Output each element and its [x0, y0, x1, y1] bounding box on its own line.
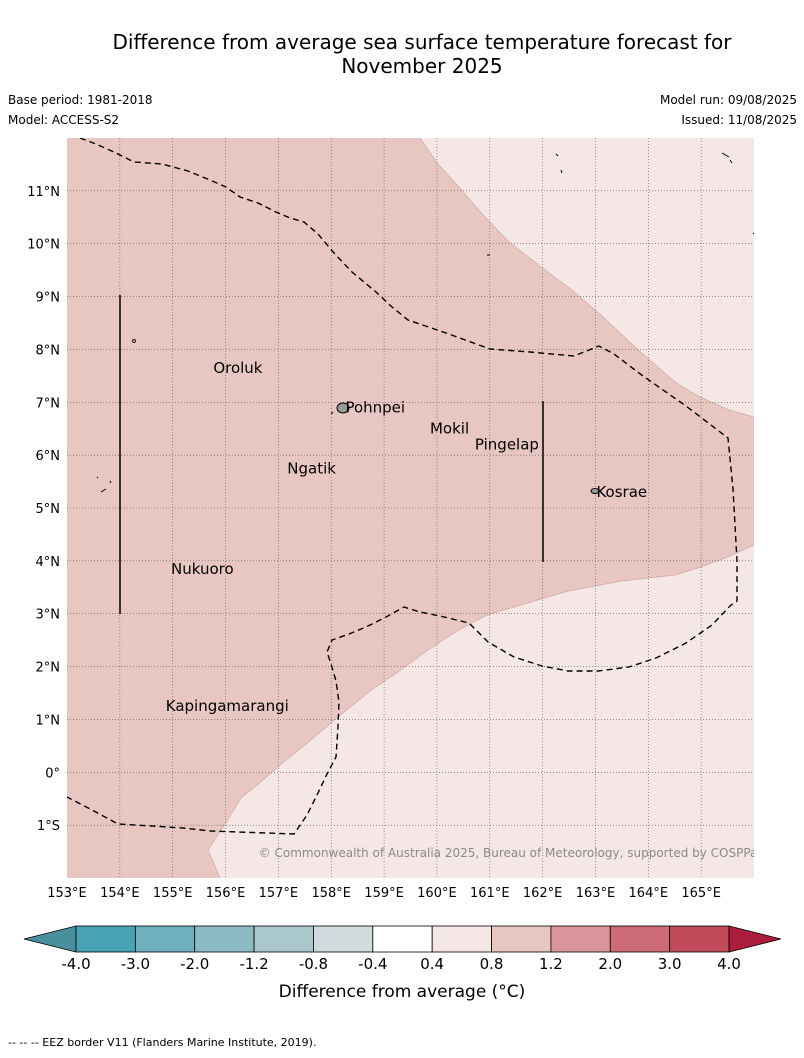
colorbar-bin	[669, 925, 730, 953]
lon-tick-label: 158°E	[311, 886, 351, 901]
lon-tick-label: 163°E	[576, 886, 616, 901]
place-label: Pohnpei	[345, 399, 405, 417]
lon-tick-label: 159°E	[364, 886, 404, 901]
place-label: Kosrae	[596, 483, 647, 501]
lat-tick-label: 2°N	[36, 661, 61, 676]
issued-date: Issued: 11/08/2025	[681, 113, 797, 127]
lon-tick-label: 165°E	[681, 886, 721, 901]
map-title: Difference from average sea surface temp…	[40, 30, 804, 78]
colorbar-tick-label: -2.0	[180, 955, 209, 973]
lon-tick-label: 162°E	[523, 886, 563, 901]
colorbar-tick-label: 3.0	[658, 955, 682, 973]
place-label: Nukuoro	[171, 560, 234, 578]
lon-tick-label: 155°E	[153, 886, 193, 901]
lon-tick-label: 160°E	[417, 886, 457, 901]
colorbar-tick-label: 1.2	[539, 955, 563, 973]
graticule	[67, 138, 754, 878]
colorbar-bin	[194, 925, 255, 953]
colorbar-tick-label: -3.0	[121, 955, 150, 973]
kosrae-island	[590, 488, 600, 494]
colorbar-bin	[431, 925, 492, 953]
colorbar-tick-label: -1.2	[239, 955, 268, 973]
lon-tick-label: 156°E	[206, 886, 246, 901]
pohnpei-island	[336, 402, 350, 414]
model-name: Model: ACCESS-S2	[8, 113, 120, 127]
latitude-labels: 1°S 0° 1°N 2°N 3°N 4°N 5°N 6°N 7°N 8°N 9°N 10°N 11°N	[27, 185, 60, 834]
eez-border	[67, 138, 738, 835]
colorbar-bin	[134, 925, 196, 953]
colorbar-tick-label: -4.0	[61, 955, 90, 973]
lat-tick-label: 7°N	[36, 396, 61, 411]
colorbar-bin	[75, 925, 136, 953]
colorbar-label: Difference from average (°C)	[279, 982, 526, 1002]
colorbar-extend-high	[728, 925, 782, 953]
colorbar-tick-label: 0.4	[420, 955, 444, 973]
longitude-labels: 153°E 154°E 155°E 156°E 157°E 158°E 159°E 160°E…	[47, 886, 721, 901]
place-label: Kapingamarangi	[166, 697, 289, 715]
map-area: Oroluk Pohnpei Mokil Pingelap Ngatik Kosrae Nu…	[67, 138, 764, 878]
copyright-text: © Commonwealth of Australia 2025, Bureau…	[259, 846, 764, 860]
lat-tick-label: 1°S	[37, 819, 60, 834]
lat-tick-label: 8°N	[36, 343, 61, 358]
eez-legend-note: -- -- -- EEZ border V11 (Flanders Marine…	[8, 1036, 317, 1049]
base-period: Base period: 1981-2018	[8, 93, 153, 107]
colorbar-extend-low	[23, 925, 77, 953]
lat-tick-label: 5°N	[36, 502, 61, 517]
islands	[96, 152, 754, 494]
islet	[131, 338, 137, 343]
colorbar-bin	[491, 925, 552, 953]
lon-tick-label: 153°E	[47, 886, 87, 901]
colorbar: -4.0 -3.0 -2.0 -1.2 -0.8 -0.4 0.4 0.8 1.2 2.0 3.0 4…	[23, 925, 782, 973]
lat-tick-label: 4°N	[36, 555, 61, 570]
lat-tick-label: 10°N	[27, 238, 60, 253]
colorbar-tick-label: 4.0	[717, 955, 741, 973]
lon-tick-label: 161°E	[470, 886, 510, 901]
title-line-2: November 2025	[341, 54, 503, 78]
place-label: Mokil	[430, 420, 469, 438]
lon-tick-label: 154°E	[100, 886, 140, 901]
colorbar-bin	[313, 925, 374, 953]
lat-tick-label: 0°	[45, 766, 60, 781]
colorbar-bin	[550, 925, 611, 953]
lat-tick-label: 9°N	[36, 291, 61, 306]
lon-tick-label: 164°E	[629, 886, 669, 901]
colorbar-tick-label: -0.8	[299, 955, 328, 973]
lat-tick-label: 11°N	[27, 185, 60, 200]
anomaly-zone-edge	[207, 138, 754, 878]
lat-tick-label: 3°N	[36, 608, 61, 623]
colorbar-bin	[372, 925, 433, 953]
place-labels: Oroluk Pohnpei Mokil Pingelap Ngatik Kosrae Nu…	[166, 359, 647, 715]
lon-tick-label: 157°E	[259, 886, 299, 901]
lat-tick-label: 1°N	[36, 713, 61, 728]
colorbar-bin	[253, 925, 314, 953]
lat-tick-label: 6°N	[36, 449, 61, 464]
model-run: Model run: 09/08/2025	[659, 93, 797, 107]
place-label: Pingelap	[475, 436, 539, 454]
colorbar-tick-label: 2.0	[598, 955, 622, 973]
atolls	[96, 152, 754, 493]
anomaly-zone-mid	[67, 138, 754, 878]
colorbar-tick-label: -0.4	[358, 955, 387, 973]
place-label: Oroluk	[213, 359, 262, 377]
title-line-1: Difference from average sea surface temp…	[112, 30, 732, 54]
colorbar-tick-label: 0.8	[480, 955, 504, 973]
place-label: Ngatik	[287, 459, 336, 477]
colorbar-bin	[609, 925, 671, 953]
